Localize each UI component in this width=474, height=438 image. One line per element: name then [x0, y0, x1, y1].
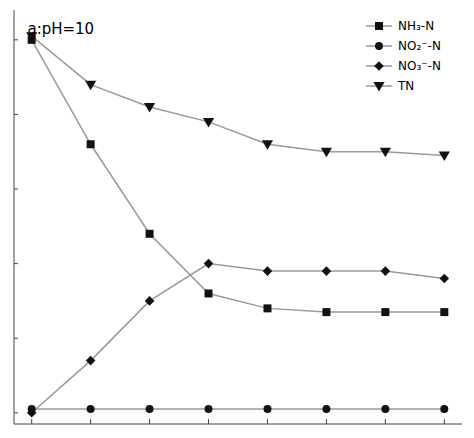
- data-point: [146, 405, 154, 413]
- data-point: [205, 289, 213, 297]
- data-point: [27, 408, 37, 418]
- y-tick: [14, 338, 18, 339]
- data-point: [87, 140, 95, 148]
- x-tick: [90, 419, 91, 424]
- x-tick: [31, 419, 32, 424]
- data-point: [85, 81, 96, 91]
- legend-label: NO₂⁻-N: [398, 39, 441, 53]
- data-point: [322, 266, 332, 276]
- data-point: [144, 103, 155, 113]
- x-tick: [385, 419, 386, 424]
- data-point: [146, 230, 154, 238]
- data-point: [86, 356, 96, 366]
- data-point: [322, 405, 330, 413]
- x-tick: [208, 419, 209, 424]
- y-tick: [14, 412, 18, 413]
- legend-label: NH₃-N: [398, 19, 434, 33]
- data-point: [380, 148, 391, 158]
- legend-marker: [375, 22, 383, 30]
- data-point: [381, 405, 389, 413]
- data-point: [263, 304, 271, 312]
- y-axis-line: [14, 10, 15, 424]
- data-point: [440, 274, 450, 284]
- data-point: [262, 140, 273, 150]
- data-point: [321, 148, 332, 158]
- series-line: [32, 36, 445, 155]
- data-point: [205, 405, 213, 413]
- series-line: [32, 264, 445, 413]
- data-point: [322, 308, 330, 316]
- data-point: [440, 405, 448, 413]
- legend-label: TN: [397, 79, 414, 93]
- y-tick: [14, 263, 18, 264]
- plot-area: [26, 32, 450, 417]
- legend-marker: [375, 42, 383, 50]
- legend-marker: [373, 82, 384, 92]
- data-point: [263, 266, 273, 276]
- data-point: [145, 296, 155, 306]
- x-tick: [267, 419, 268, 424]
- legend: NH₃-N NO₂⁻-N NO₃⁻-N TN: [366, 19, 441, 93]
- legend-label: NO₃⁻-N: [398, 59, 441, 73]
- data-point: [439, 152, 450, 162]
- data-point: [381, 266, 391, 276]
- data-point: [87, 405, 95, 413]
- data-point: [263, 405, 271, 413]
- title: a:pH=10: [27, 20, 94, 38]
- data-point: [204, 259, 214, 269]
- x-tick: [326, 419, 327, 424]
- chart: a:pH=10 NH₃-N NO₂⁻-N NO₃⁻-N TN: [0, 0, 474, 438]
- y-tick: [14, 114, 18, 115]
- data-point: [203, 118, 214, 128]
- x-tick: [444, 419, 445, 424]
- x-tick: [149, 419, 150, 424]
- series-line: [32, 40, 445, 312]
- data-point: [381, 308, 389, 316]
- x-axis-line: [14, 424, 462, 425]
- y-tick: [14, 189, 18, 190]
- y-tick: [14, 39, 18, 40]
- legend-marker: [374, 61, 384, 71]
- data-point: [440, 308, 448, 316]
